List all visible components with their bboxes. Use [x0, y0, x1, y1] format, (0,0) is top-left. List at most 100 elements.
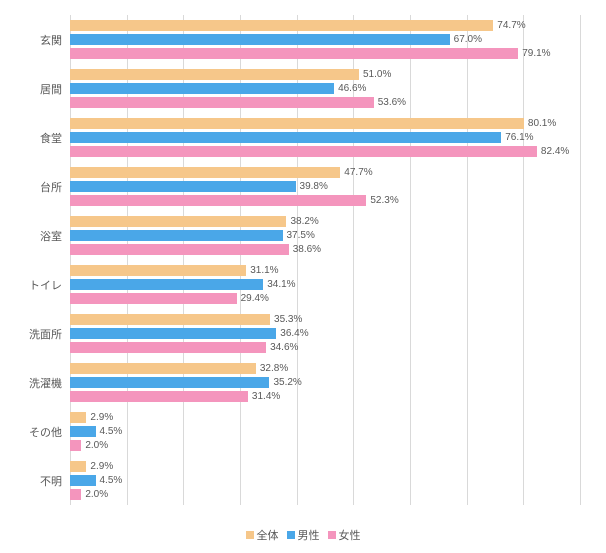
bar-overall: [70, 20, 493, 31]
bar-overall: [70, 118, 524, 129]
category-label: 不明: [15, 473, 70, 489]
bar-value-label: 2.0%: [85, 440, 108, 451]
bar-row: 34.1%: [70, 278, 580, 292]
legend-item-male: 男性: [287, 527, 320, 543]
bar-value-label: 31.1%: [250, 265, 278, 276]
bar-row: 82.4%: [70, 144, 580, 158]
bar-overall: [70, 363, 256, 374]
bar-value-label: 82.4%: [541, 146, 569, 157]
bar-female: [70, 97, 374, 108]
bar-row: 79.1%: [70, 46, 580, 60]
bar-row: 46.6%: [70, 82, 580, 96]
category-label: トイレ: [15, 277, 70, 293]
bar-row: 67.0%: [70, 33, 580, 47]
bar-female: [70, 489, 81, 500]
bar-male: [70, 132, 501, 143]
bar-value-label: 35.2%: [273, 377, 301, 388]
category-group: 食堂80.1%76.1%82.4%: [70, 113, 580, 162]
bar-female: [70, 146, 537, 157]
bar-value-label: 2.9%: [90, 461, 113, 472]
legend-label: 全体: [257, 527, 279, 543]
bar-value-label: 2.0%: [85, 489, 108, 500]
category-group: 台所47.7%39.8%52.3%: [70, 162, 580, 211]
grouped-bar-chart: 玄関74.7%67.0%79.1%居間51.0%46.6%53.6%食堂80.1…: [10, 10, 596, 543]
legend-label: 男性: [298, 527, 320, 543]
bar-row: 2.0%: [70, 438, 580, 452]
bar-female: [70, 293, 237, 304]
bar-row: 74.7%: [70, 19, 580, 33]
bar-value-label: 34.1%: [267, 279, 295, 290]
bar-row: 29.4%: [70, 291, 580, 305]
bar-value-label: 74.7%: [497, 20, 525, 31]
bar-value-label: 29.4%: [241, 293, 269, 304]
bar-female: [70, 391, 248, 402]
category-group: その他2.9%4.5%2.0%: [70, 407, 580, 456]
bar-male: [70, 83, 334, 94]
plot-area: 玄関74.7%67.0%79.1%居間51.0%46.6%53.6%食堂80.1…: [70, 15, 580, 505]
bar-row: 35.2%: [70, 376, 580, 390]
bar-row: 34.6%: [70, 340, 580, 354]
legend-item-overall: 全体: [246, 527, 279, 543]
category-label: 食堂: [15, 130, 70, 146]
legend-swatch: [287, 531, 295, 539]
bar-male: [70, 328, 276, 339]
category-label: 浴室: [15, 228, 70, 244]
category-group: 居間51.0%46.6%53.6%: [70, 64, 580, 113]
category-group: 玄関74.7%67.0%79.1%: [70, 15, 580, 64]
legend: 全体 男性女性: [10, 527, 596, 543]
bar-value-label: 52.3%: [370, 195, 398, 206]
category-group: 洗面所35.3%36.4%34.6%: [70, 309, 580, 358]
bar-male: [70, 426, 96, 437]
bar-female: [70, 244, 289, 255]
bar-value-label: 67.0%: [454, 34, 482, 45]
legend-swatch: [328, 531, 336, 539]
bar-row: 37.5%: [70, 229, 580, 243]
bar-row: 35.3%: [70, 313, 580, 327]
category-label: 居間: [15, 81, 70, 97]
legend-swatch: [246, 531, 254, 539]
bar-value-label: 31.4%: [252, 391, 280, 402]
bar-overall: [70, 69, 359, 80]
bar-value-label: 4.5%: [100, 475, 123, 486]
bar-male: [70, 34, 450, 45]
bar-female: [70, 195, 366, 206]
bar-row: 76.1%: [70, 131, 580, 145]
bar-row: 2.9%: [70, 411, 580, 425]
legend-item-female: 女性: [328, 527, 361, 543]
bar-row: 31.1%: [70, 264, 580, 278]
bar-value-label: 39.8%: [300, 181, 328, 192]
bar-male: [70, 475, 96, 486]
bar-value-label: 53.6%: [378, 97, 406, 108]
bar-overall: [70, 265, 246, 276]
bar-row: 38.6%: [70, 242, 580, 256]
bar-row: 2.9%: [70, 460, 580, 474]
category-group: 浴室38.2%37.5%38.6%: [70, 211, 580, 260]
bar-male: [70, 279, 263, 290]
bar-male: [70, 377, 269, 388]
bar-value-label: 47.7%: [344, 167, 372, 178]
bar-row: 53.6%: [70, 95, 580, 109]
bar-row: 47.7%: [70, 166, 580, 180]
category-label: 洗面所: [15, 326, 70, 342]
bar-value-label: 4.5%: [100, 426, 123, 437]
bar-value-label: 51.0%: [363, 69, 391, 80]
bar-value-label: 76.1%: [505, 132, 533, 143]
bar-row: 80.1%: [70, 117, 580, 131]
bar-row: 31.4%: [70, 389, 580, 403]
bar-male: [70, 181, 296, 192]
bar-value-label: 38.2%: [290, 216, 318, 227]
bar-value-label: 35.3%: [274, 314, 302, 325]
bar-value-label: 34.6%: [270, 342, 298, 353]
bar-value-label: 80.1%: [528, 118, 556, 129]
category-group: トイレ31.1%34.1%29.4%: [70, 260, 580, 309]
bar-row: 4.5%: [70, 474, 580, 488]
bar-row: 39.8%: [70, 180, 580, 194]
category-label: 洗濯機: [15, 375, 70, 391]
category-group: 不明2.9%4.5%2.0%: [70, 456, 580, 505]
bar-value-label: 38.6%: [293, 244, 321, 255]
bar-overall: [70, 314, 270, 325]
gridline: [580, 15, 581, 505]
category-group: 洗濯機32.8%35.2%31.4%: [70, 358, 580, 407]
bar-overall: [70, 461, 86, 472]
bar-female: [70, 48, 518, 59]
